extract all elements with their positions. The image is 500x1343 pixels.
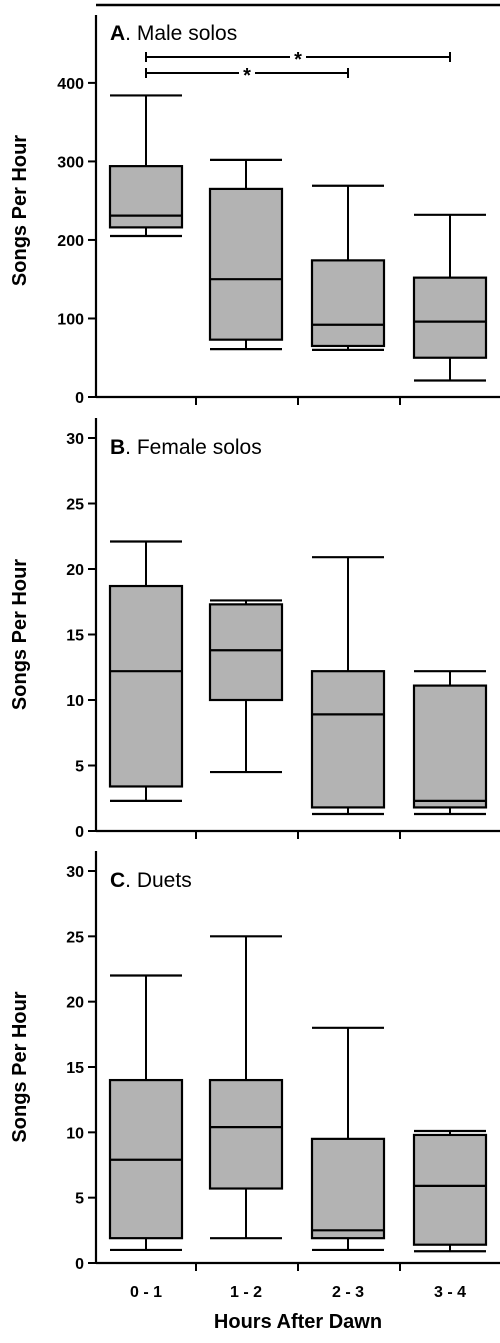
significance-bracket: * [145,49,451,71]
iqr-box [208,1078,284,1190]
x-tick-label: 3 - 4 [434,1284,466,1301]
y-tick-label: 0 [75,390,84,407]
iqr-box [108,584,184,788]
iqr-box [310,670,386,809]
y-tick-label: 20 [66,995,84,1012]
significance-bracket: * [145,65,349,87]
box-1-2 [208,158,284,351]
panel-c: 0 5 10 15 20 25 30 Songs Per Hour C. Duets [9,851,500,1273]
box-2-3 [310,184,386,351]
y-tick-label: 0 [75,1256,84,1273]
x-tick-label: 1 - 2 [230,1284,262,1301]
y-tick-label: 15 [66,1060,84,1077]
panel-title-text: . Male solos [125,22,237,45]
panel-letter: B [110,436,125,459]
iqr-box [412,1133,488,1246]
y-tick-label: 5 [75,759,84,776]
significance-star: * [243,65,251,87]
box-3-4 [412,213,488,382]
panel-b: 0 5 10 15 20 25 30 Songs Per Hour B. Female solo… [9,418,500,841]
y-tick-label: 300 [57,154,84,171]
panel-title: A. Male solos [110,22,237,45]
y-tick-label: 30 [66,864,84,881]
iqr-box [310,1137,386,1240]
box-1-2 [208,599,284,774]
x-tick-label: 0 - 1 [130,1284,162,1301]
y-tick-label: 10 [66,1125,84,1142]
y-tick-label: 10 [66,693,84,710]
iqr-box [208,603,284,702]
panel-title-text: . Duets [125,869,192,892]
panel-letter: A [110,22,125,45]
y-tick-label: 200 [57,233,84,250]
y-tick-label: 15 [66,628,84,645]
y-tick-label: 25 [66,497,84,514]
box-0-1 [108,94,184,238]
y-tick-label: 400 [57,76,84,93]
y-tick-label: 25 [66,929,84,946]
iqr-box [412,684,488,809]
panel-title: B. Female solos [110,436,262,459]
box-3-4 [412,1129,488,1253]
box-3-4 [412,670,488,816]
y-tick-label: 5 [75,1191,84,1208]
panel-title: C. Duets [110,869,192,892]
panel-letter: C [110,869,125,892]
box-1-2 [208,935,284,1240]
y-tick-label: 0 [75,824,84,841]
iqr-box [310,259,386,348]
box-2-3 [310,556,386,816]
y-tick-label: 20 [66,562,84,579]
y-axis-label: Songs Per Hour [9,559,31,710]
x-axis-label: Hours After Dawn [214,1311,382,1333]
y-axis-label: Songs Per Hour [9,991,31,1142]
box-2-3 [310,1026,386,1252]
y-tick-label: 100 [57,311,84,328]
box-0-1 [108,974,184,1252]
y-tick-label: 30 [66,431,84,448]
iqr-box [108,165,184,229]
iqr-box [208,187,284,341]
significance-star: * [294,49,302,71]
panel-title-text: . Female solos [125,436,262,459]
iqr-box [412,276,488,359]
x-tick-label: 2 - 3 [332,1284,364,1301]
y-axis-label: Songs Per Hour [9,135,31,286]
panel-a: 0 100 200 300 400 Songs Per Hour A. Male solos… [9,3,500,407]
box-0-1 [108,540,184,802]
